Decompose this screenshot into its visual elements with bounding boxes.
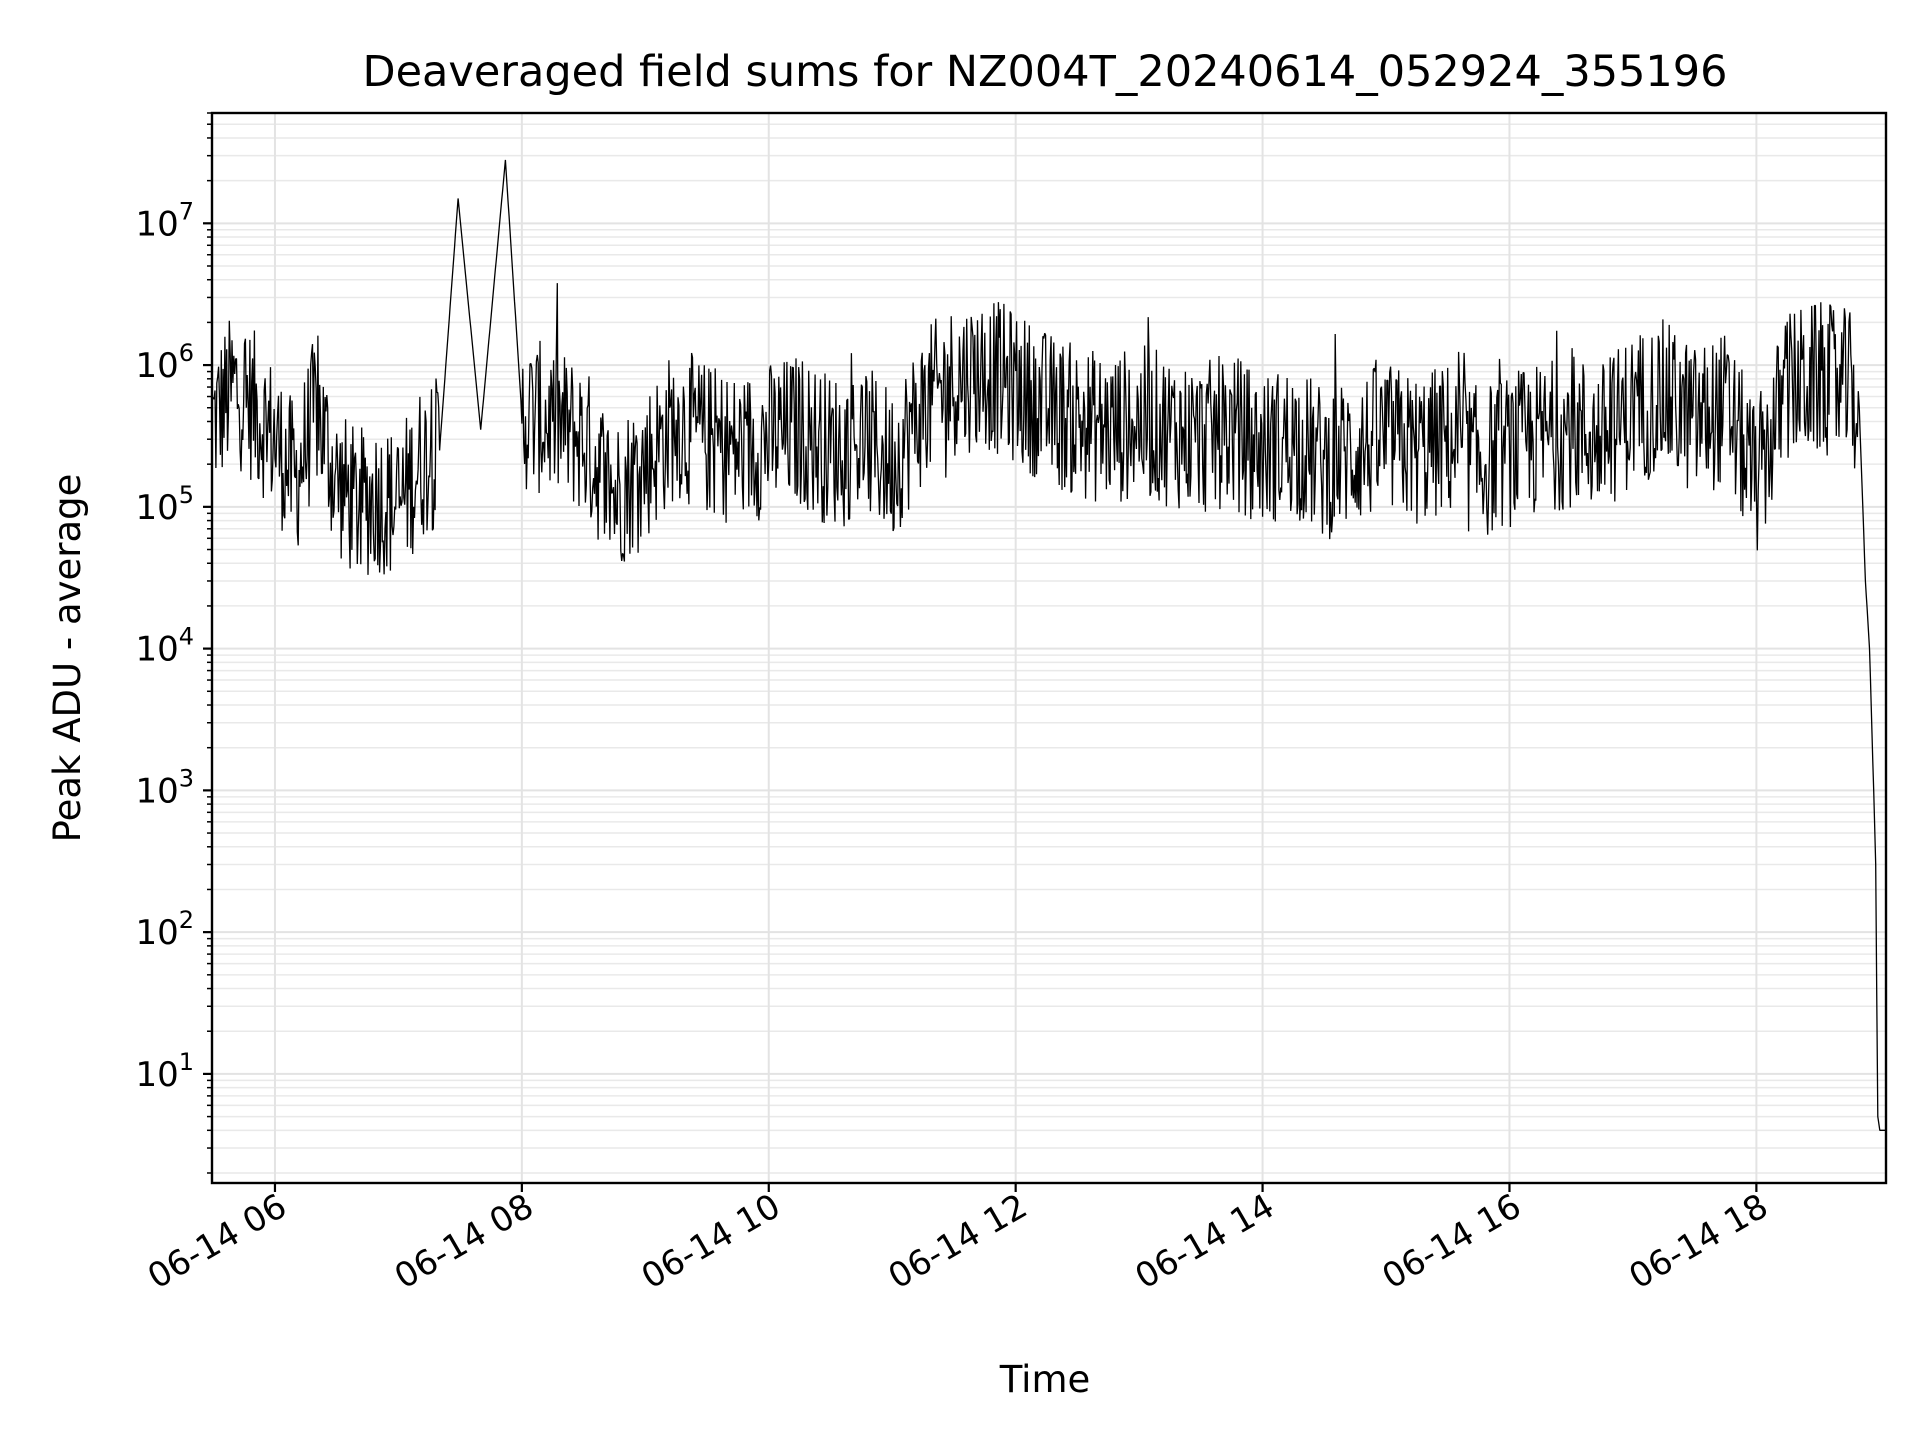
y-axis: 101 102 103 104 105 106 107 (135, 112, 212, 1174)
x-tick-label: 06-14 10 (635, 1186, 787, 1297)
y-tick-label: 106 (135, 339, 194, 386)
grid (212, 112, 1886, 1183)
y-tick-label: 102 (135, 906, 194, 953)
x-axis-label: Time (999, 1358, 1091, 1401)
y-tick-label: 103 (135, 764, 194, 811)
x-axis: 06-14 06 06-14 08 06-14 10 06-14 12 06-14 14… (141, 1183, 1775, 1297)
x-tick-label: 06-14 08 (388, 1186, 540, 1297)
y-axis-label: Peak ADU - average (46, 474, 89, 843)
x-tick-label: 06-14 06 (141, 1186, 293, 1297)
x-tick-label: 06-14 14 (1129, 1186, 1281, 1297)
x-tick-label: 06-14 16 (1376, 1186, 1528, 1297)
x-tick-label: 06-14 12 (882, 1186, 1034, 1297)
y-tick-label: 101 (135, 1048, 194, 1095)
x-tick-label: 06-14 18 (1622, 1186, 1774, 1297)
y-tick-label: 105 (135, 481, 194, 528)
series-line-peak-adu (212, 159, 1886, 1131)
chart-title: Deaveraged field sums for NZ004T_2024061… (362, 47, 1727, 97)
y-tick-label: 107 (135, 197, 194, 244)
y-tick-label: 104 (135, 623, 194, 670)
